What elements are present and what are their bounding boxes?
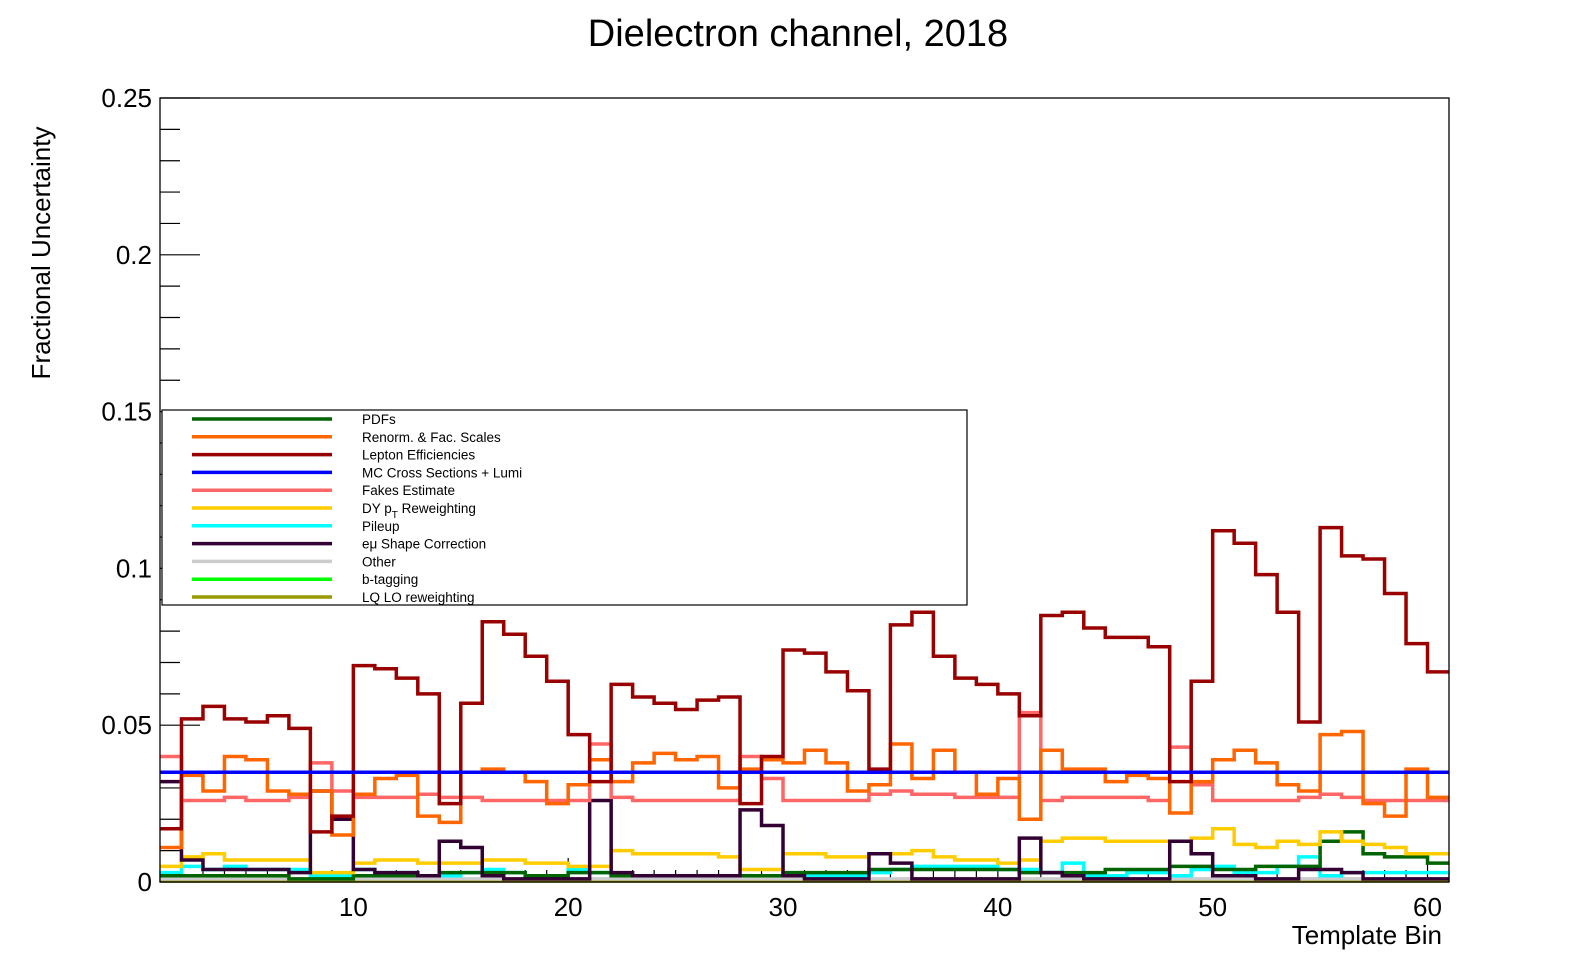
x-tick-label: 50 — [1198, 892, 1227, 922]
legend-label: eμ Shape Correction — [362, 537, 486, 552]
legend-label: Lepton Efficiencies — [362, 448, 475, 463]
series-layer — [160, 525, 1449, 883]
plot-frame — [159, 97, 1450, 883]
legend-label: DY pT Reweighting — [362, 501, 476, 521]
series-dy-p-t-reweighting — [160, 826, 1449, 875]
y-tick-label: 0.15 — [101, 397, 152, 427]
x-axis-label: Template Bin — [1292, 920, 1442, 950]
y-tick-label: 0.2 — [116, 240, 152, 270]
legend-label: Other — [362, 554, 396, 569]
x-tick-label: 30 — [769, 892, 798, 922]
legend-label: LQ LO reweighting — [362, 590, 475, 605]
x-tick-label: 60 — [1413, 892, 1442, 922]
legend-label: PDFs — [362, 412, 396, 427]
legend-label: Pileup — [362, 519, 400, 534]
legend: PDFs Renorm. & Fac. Scales Lepton Efficien… — [161, 409, 968, 606]
series-e-shape-correction — [160, 779, 1449, 881]
x-tick-label: 10 — [339, 892, 368, 922]
y-tick-label: 0.25 — [101, 83, 152, 113]
legend-label: Fakes Estimate — [362, 483, 455, 498]
series-renorm-fac-scales — [160, 729, 1449, 850]
series-pdfs — [160, 830, 1449, 881]
legend-label: Renorm. & Fac. Scales — [362, 430, 501, 445]
y-tick-label: 0.1 — [116, 553, 152, 583]
chart-title: Dielectron channel, 2018 — [588, 13, 1008, 55]
y-axis-label: Fractional Uncertainty — [26, 127, 56, 380]
y-tick-label: 0 — [138, 867, 152, 897]
x-tick-label: 40 — [983, 892, 1012, 922]
series-lepton-efficiencies — [160, 525, 1449, 834]
y-tick-label: 0.05 — [101, 710, 152, 740]
x-tick-label: 20 — [554, 892, 583, 922]
legend-label: b-tagging — [362, 572, 418, 587]
legend-label: MC Cross Sections + Lumi — [362, 465, 522, 480]
